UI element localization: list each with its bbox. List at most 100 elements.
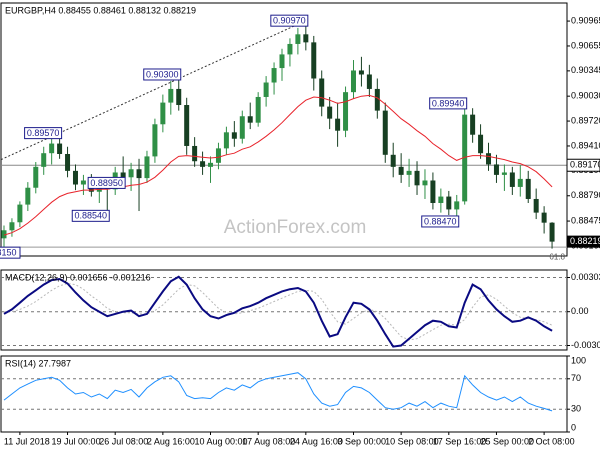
candle-body [176,88,182,106]
x-tick-label: 17 Aug 08:00 [242,436,295,446]
x-tick-label: 24 Aug 16:00 [290,436,343,446]
candle-body [9,222,15,231]
x-tick-label: 2 Aug 16:00 [147,436,195,446]
x-tick-label: 25 Sep 00:00 [480,436,534,446]
y-tick-label: 0.90345 [571,65,600,75]
current-price-label: 0.88219 [570,236,600,246]
rsi-line [3,372,553,412]
candle-body [358,70,364,75]
x-tick-label: 19 Jul 00:00 [52,436,101,446]
candle-body [279,54,285,69]
candle-body [160,102,166,125]
y-tick-label: 0.00 [571,306,589,316]
candle-body [533,198,539,213]
candle-body [215,148,221,163]
x-tick-label: 2 Oct 08:00 [528,436,575,446]
x-tick-label: 17 Sep 16:00 [433,436,487,446]
candle-body [208,162,214,167]
panel-title: EURGBP,H4 0.88455 0.88461 0.88132 0.8821… [5,5,196,15]
price-annotation-box [429,97,468,110]
panel-plot [1,275,567,348]
candle-body [128,169,134,178]
price-annotation-box [87,176,126,189]
candle-body [263,82,269,97]
candle-body [136,169,142,179]
candle-body [41,153,47,167]
fib-label: 0.88150 [0,248,17,258]
fib-label-box [0,246,21,259]
y-tick-label: 0.88475 [571,215,600,225]
candle-body [255,96,261,123]
current-price-box [567,235,600,248]
candle-body [430,180,436,203]
candle-body [184,105,190,146]
candle-body [25,187,31,205]
candle-body [295,34,301,44]
price-annotation: 0.88950 [90,178,123,188]
candle-body [438,196,444,203]
candle-body [549,222,555,242]
candle-body [271,68,277,83]
candle-body [239,116,245,139]
candle-body [200,161,206,167]
candle-body [231,132,237,139]
candle-body [247,116,253,123]
candle-body [462,114,468,202]
candle-body [525,178,531,199]
candle-body [493,164,499,175]
candle-body [406,170,412,175]
price-annotation-box [71,209,110,222]
price-annotation-box [24,127,63,140]
candle-body [223,132,229,149]
hline-price-box [566,158,600,172]
signal-line [4,282,553,341]
candle-body [33,166,39,188]
candle-body [65,153,71,171]
price-annotation: 0.90970 [273,16,306,26]
x-tick-label: 3 Sep 00:00 [337,436,386,446]
y-tick-label: 30 [571,404,581,414]
y-tick-label: 0 [571,422,576,432]
candle-body [335,118,341,131]
fib-level: 61.8 [549,252,565,261]
price-annotation-box [421,215,460,228]
candle-body [80,180,86,185]
y-tick-label: 0.003034 [571,272,600,282]
candle-body [120,172,126,178]
candle-body [1,230,7,239]
candle-body [382,110,388,155]
candle-body [541,212,547,223]
x-tick-label: 11 Jul 2018 [4,436,50,446]
candle-body [509,172,515,187]
macd-line [3,275,553,348]
candle-body [350,70,356,93]
y-tick-label: 0.90965 [571,15,600,25]
price-annotation: 0.89570 [27,128,60,138]
candle-body [57,143,63,154]
y-tick-label: -0.003001 [571,340,600,350]
price-annotation-box [143,68,182,81]
candle-body [17,204,23,223]
candle-body [287,43,293,55]
panel-plot: ActionForex.com [1,20,567,249]
candle-body [390,154,396,167]
moving-average [3,94,553,236]
x-tick-label: 10 Aug 00:00 [195,436,248,446]
panel-title: RSI(14) 27.7987 [5,358,71,368]
y-tick-label: 0.90655 [571,40,600,50]
y-tick-label: 100 [571,355,586,365]
price-annotation-box [270,14,309,27]
price-annotation: 0.88540 [74,211,107,221]
candle-body [168,88,174,103]
candle-body [366,74,372,89]
hline-price-label: 0.89170 [570,160,600,170]
watermark: ActionForex.com [224,217,367,238]
candle-body [446,196,452,210]
candle-body [470,114,476,135]
price-annotation: 0.90300 [146,69,179,79]
